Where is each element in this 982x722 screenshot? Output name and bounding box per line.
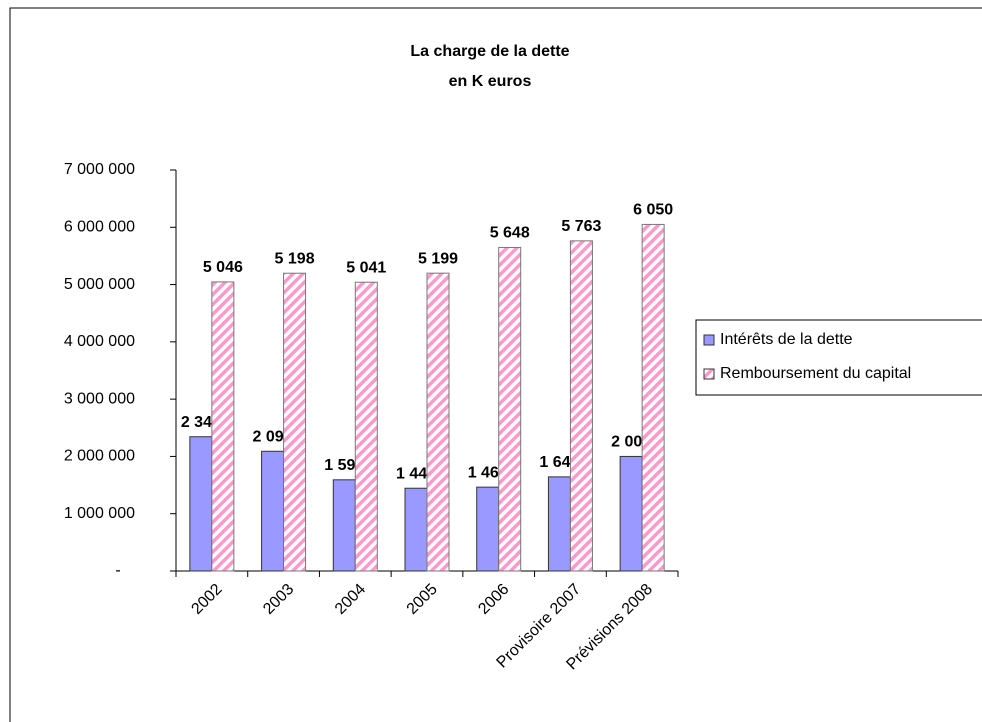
- bar: [354, 281, 378, 572]
- data-label: 5 648: [490, 225, 530, 242]
- data-label: 5 046: [203, 259, 243, 276]
- bar: [619, 455, 643, 572]
- legend-swatch: [703, 334, 715, 346]
- bar: [498, 246, 522, 572]
- y-tick-label: 3 000 000: [64, 390, 135, 407]
- data-label: 1 464: [468, 464, 508, 481]
- y-tick-label: 5 000 000: [64, 276, 135, 293]
- bar: [569, 240, 593, 572]
- y-tick-label: 4 000 000: [64, 333, 135, 350]
- data-label: 1 445: [396, 465, 436, 482]
- data-label: 6 050: [633, 202, 673, 219]
- bar: [189, 436, 213, 572]
- chart-subtitle: en K euros: [449, 73, 532, 90]
- chart-title: La charge de la dette: [410, 43, 569, 60]
- bar: [283, 272, 307, 572]
- y-tick-label: 1 000 000: [64, 505, 135, 522]
- data-label: 1 643: [539, 454, 579, 471]
- bar: [641, 223, 665, 572]
- y-tick-label: 2 000 000: [64, 448, 135, 465]
- bar: [426, 272, 450, 572]
- bar: [476, 486, 500, 572]
- data-label: 5 198: [275, 250, 315, 267]
- legend-swatch: [703, 368, 715, 380]
- legend-label: Intérêts de la dette: [720, 331, 853, 348]
- bar: [547, 476, 571, 572]
- y-tick-label: 6 000 000: [64, 219, 135, 236]
- data-label: 2 090: [253, 428, 293, 445]
- legend-label: Remboursement du capital: [720, 365, 911, 382]
- y-tick-label: 7 000 000: [64, 161, 135, 178]
- data-label: 5 041: [346, 259, 386, 276]
- y-tick-label: -: [115, 562, 120, 579]
- bar: [404, 487, 428, 572]
- legend-box: [695, 319, 982, 396]
- bar: [261, 450, 285, 572]
- data-label: 2 000: [611, 434, 651, 451]
- bar: [332, 479, 356, 572]
- data-label: 5 763: [561, 218, 601, 235]
- data-label: 1 592: [324, 457, 364, 474]
- bar: [211, 281, 235, 572]
- data-label: 5 199: [418, 250, 458, 267]
- data-label: 2 344: [181, 414, 221, 431]
